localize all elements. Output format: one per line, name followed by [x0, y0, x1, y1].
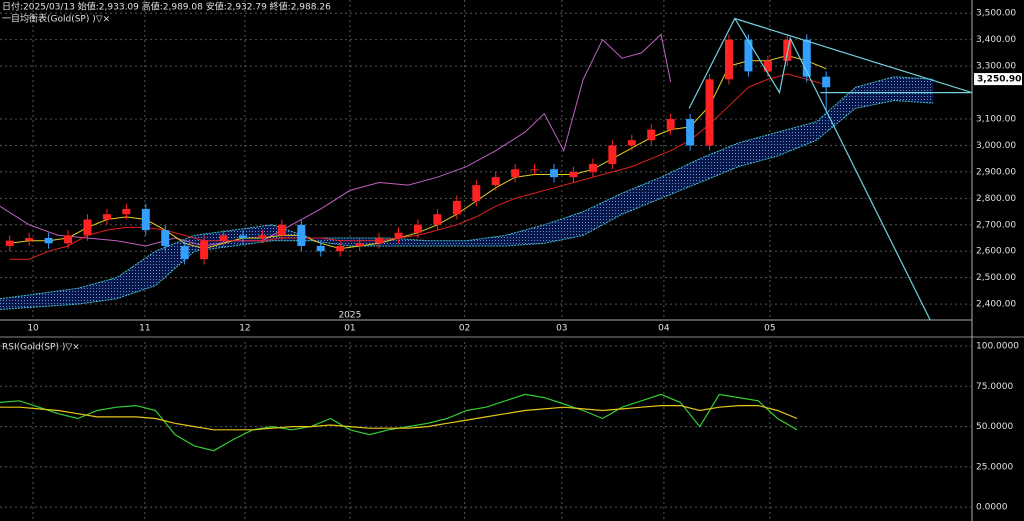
- candle-body: [511, 169, 520, 178]
- candle-body: [180, 245, 189, 260]
- year-label: 2025: [338, 311, 361, 321]
- candle-body: [25, 238, 34, 241]
- y-tick-label: 2,400.00: [976, 300, 1016, 310]
- candle-body: [355, 243, 364, 246]
- trendline: [688, 17, 931, 320]
- candle-body: [802, 39, 811, 77]
- candle-body: [5, 240, 14, 246]
- y-tick-label: 50.0000: [976, 422, 1013, 432]
- candle-body: [647, 129, 656, 141]
- x-tick-label: 01: [344, 324, 355, 334]
- y-tick-label: 25.0000: [976, 462, 1013, 472]
- y-tick-label: 3,300.00: [976, 62, 1016, 72]
- candle-body: [64, 235, 73, 244]
- indicator-title: 一目均衡表(Gold(SP) )▽×: [2, 13, 110, 25]
- y-tick-label: 2,600.00: [976, 247, 1016, 257]
- candle-body: [219, 235, 228, 241]
- cloud-span-b: [0, 99, 934, 310]
- candle-body: [433, 214, 442, 225]
- candle-body: [725, 39, 733, 80]
- trendline: [734, 17, 972, 94]
- candle-body: [763, 60, 772, 72]
- candle-body: [569, 171, 578, 178]
- candle-body: [44, 238, 53, 244]
- x-tick-label: 05: [764, 324, 775, 334]
- candle-body: [666, 119, 675, 130]
- candle-body: [141, 208, 150, 231]
- candle-body: [375, 238, 384, 244]
- y-tick-label: 100.0000: [976, 342, 1019, 352]
- x-tick-label: 03: [556, 324, 567, 334]
- candle-body: [705, 79, 714, 146]
- candle-body: [200, 240, 209, 260]
- candle-body: [530, 169, 539, 171]
- x-tick-label: 11: [139, 324, 150, 334]
- candle-body: [452, 200, 461, 215]
- candle-body: [83, 219, 92, 236]
- y-tick-label: 3,100.00: [976, 115, 1016, 125]
- candle-body: [588, 163, 597, 172]
- candle-body: [472, 185, 481, 201]
- rsi-line: [0, 405, 798, 431]
- candle-body: [686, 119, 695, 146]
- candle-body: [744, 39, 753, 72]
- candle-body: [297, 224, 306, 246]
- axes: 2,400.00 2,500.00 2,600.00 2,700.00 2,800.00…: [27, 9, 1022, 513]
- rsi-title: RSI(Gold(SP) )▽×: [2, 343, 80, 353]
- x-tick-label: 04: [658, 324, 670, 334]
- x-tick-label: 10: [27, 324, 39, 334]
- candle-body: [258, 235, 267, 239]
- cloud-fill: [0, 76, 934, 310]
- candle-body: [608, 145, 617, 164]
- x-tick-label: 02: [459, 324, 470, 334]
- y-tick-label: 3,000.00: [976, 141, 1016, 151]
- y-tick-label: 2,700.00: [976, 220, 1016, 230]
- lagging-line: [0, 33, 672, 247]
- x-tick-label: 12: [239, 324, 250, 334]
- price-pane: [0, 0, 972, 320]
- candle-body: [822, 76, 831, 88]
- cloud-span-a: [0, 76, 934, 300]
- candle-body: [491, 177, 500, 186]
- y-tick-label: 3,400.00: [976, 35, 1016, 45]
- candle-body: [122, 208, 131, 215]
- candle-body: [239, 235, 247, 239]
- candle-body: [316, 245, 325, 252]
- candle-body: [161, 230, 170, 246]
- y-tick-label: 0.0000: [976, 503, 1008, 513]
- y-tick-label: 3,500.00: [976, 9, 1016, 19]
- y-tick-label: 75.0000: [976, 382, 1013, 392]
- candle-body: [627, 140, 636, 146]
- candle-body: [394, 232, 403, 239]
- rsi-pane: [0, 342, 972, 520]
- candle-body: [336, 245, 345, 252]
- last-price-label: 3,250.90: [977, 75, 1021, 85]
- candle-body: [277, 224, 286, 236]
- candle-body: [102, 214, 111, 220]
- candle-body: [550, 169, 559, 178]
- last-price-box: [974, 73, 1022, 86]
- y-tick-label: 2,800.00: [976, 194, 1016, 204]
- y-tick-label: 2,900.00: [976, 167, 1016, 177]
- y-tick-label: 2,500.00: [976, 273, 1016, 283]
- info-line: 日付:2025/03/13 始値:2,933.09 高値:2,989.08 安値…: [2, 1, 331, 13]
- candle-body: [413, 224, 422, 233]
